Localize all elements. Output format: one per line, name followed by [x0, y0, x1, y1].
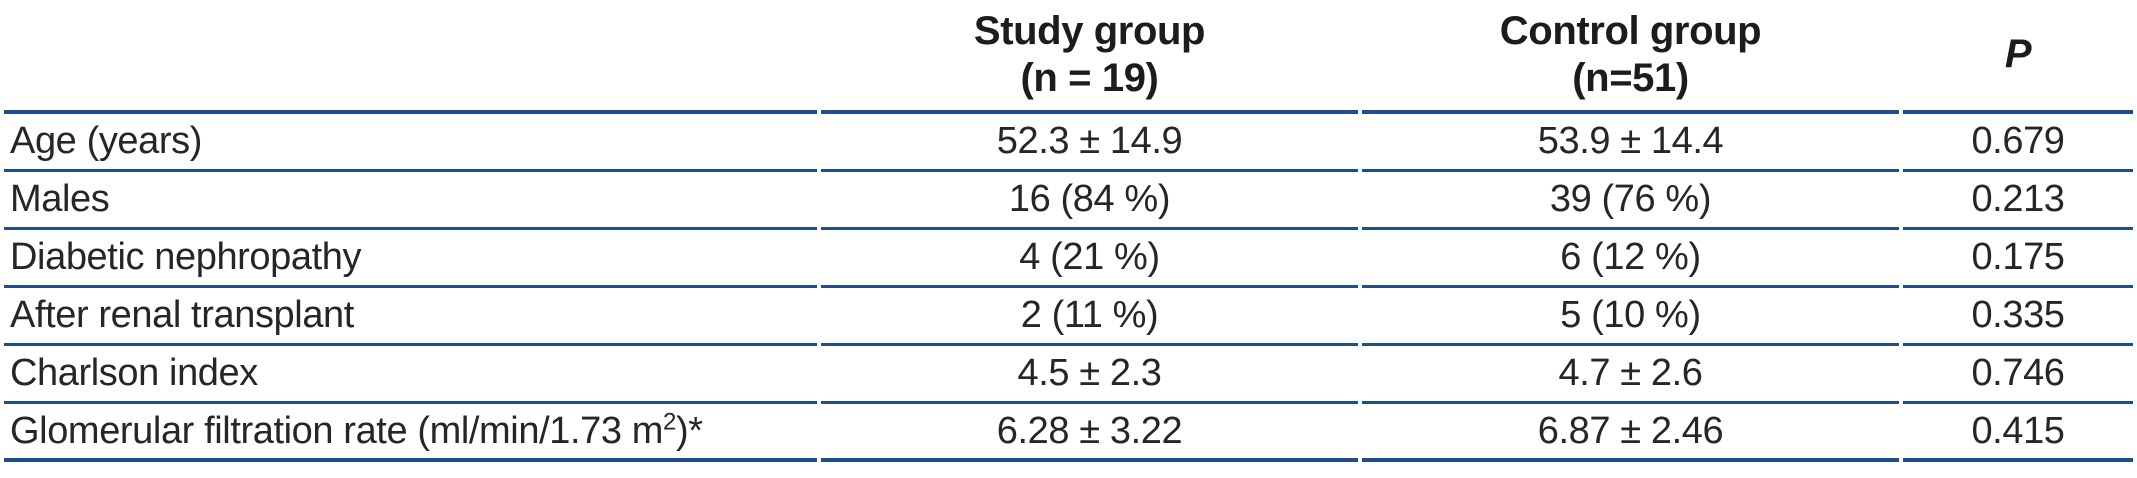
p-value: 0.175 [1903, 230, 2133, 288]
table-row: After renal transplant 2 (11 %) 5 (10 %)… [4, 288, 2133, 346]
p-value: 0.213 [1903, 172, 2133, 230]
baseline-characteristics-table: Study group (n = 19) Control group (n=51… [4, 0, 2133, 462]
control-group-value: 39 (76 %) [1362, 172, 1899, 230]
study-group-header-line1: Study group [973, 8, 1206, 53]
row-label: Males [4, 172, 817, 230]
study-group-value: 6.28 ± 3.22 [821, 404, 1358, 462]
control-group-value: 6 (12 %) [1362, 230, 1899, 288]
table-row: Diabetic nephropathy 4 (21 %) 6 (12 %) 0… [4, 230, 2133, 288]
superscript-2: 2 [663, 407, 676, 435]
control-group-header-line2: (n=51) [1572, 56, 1689, 100]
row-label: Age (years) [4, 114, 817, 172]
study-group-header-line2: (n = 19) [1020, 56, 1159, 100]
control-group-value: 5 (10 %) [1362, 288, 1899, 346]
study-group-value: 2 (11 %) [821, 288, 1358, 346]
table-row: Age (years) 52.3 ± 14.9 53.9 ± 14.4 0.67… [4, 114, 2133, 172]
table-row: Males 16 (84 %) 39 (76 %) 0.213 [4, 172, 2133, 230]
header-row: Study group (n = 19) Control group (n=51… [4, 0, 2133, 114]
control-group-value: 6.87 ± 2.46 [1362, 404, 1899, 462]
row-label: Diabetic nephropathy [4, 230, 817, 288]
study-group-value: 4 (21 %) [821, 230, 1358, 288]
p-value: 0.415 [1903, 404, 2133, 462]
control-group-header: Control group (n=51) [1362, 0, 1899, 114]
study-group-value: 16 (84 %) [821, 172, 1358, 230]
row-label: Glomerular filtration rate (ml/min/1.73 … [4, 404, 817, 462]
p-value: 0.746 [1903, 346, 2133, 404]
control-group-value: 53.9 ± 14.4 [1362, 114, 1899, 172]
table-row: Glomerular filtration rate (ml/min/1.73 … [4, 404, 2133, 462]
study-group-value: 4.5 ± 2.3 [821, 346, 1358, 404]
table-header: Study group (n = 19) Control group (n=51… [4, 0, 2133, 114]
study-group-header: Study group (n = 19) [821, 0, 1358, 114]
row-label: Charlson index [4, 346, 817, 404]
study-group-value: 52.3 ± 14.9 [821, 114, 1358, 172]
empty-header-cell [4, 0, 817, 114]
control-group-header-line1: Control group [1499, 8, 1762, 53]
p-value-header: P [1903, 0, 2133, 114]
p-value: 0.679 [1903, 114, 2133, 172]
control-group-value: 4.7 ± 2.6 [1362, 346, 1899, 404]
p-value: 0.335 [1903, 288, 2133, 346]
row-label: After renal transplant [4, 288, 817, 346]
table-body: Age (years) 52.3 ± 14.9 53.9 ± 14.4 0.67… [4, 114, 2133, 462]
table-row: Charlson index 4.5 ± 2.3 4.7 ± 2.6 0.746 [4, 346, 2133, 404]
